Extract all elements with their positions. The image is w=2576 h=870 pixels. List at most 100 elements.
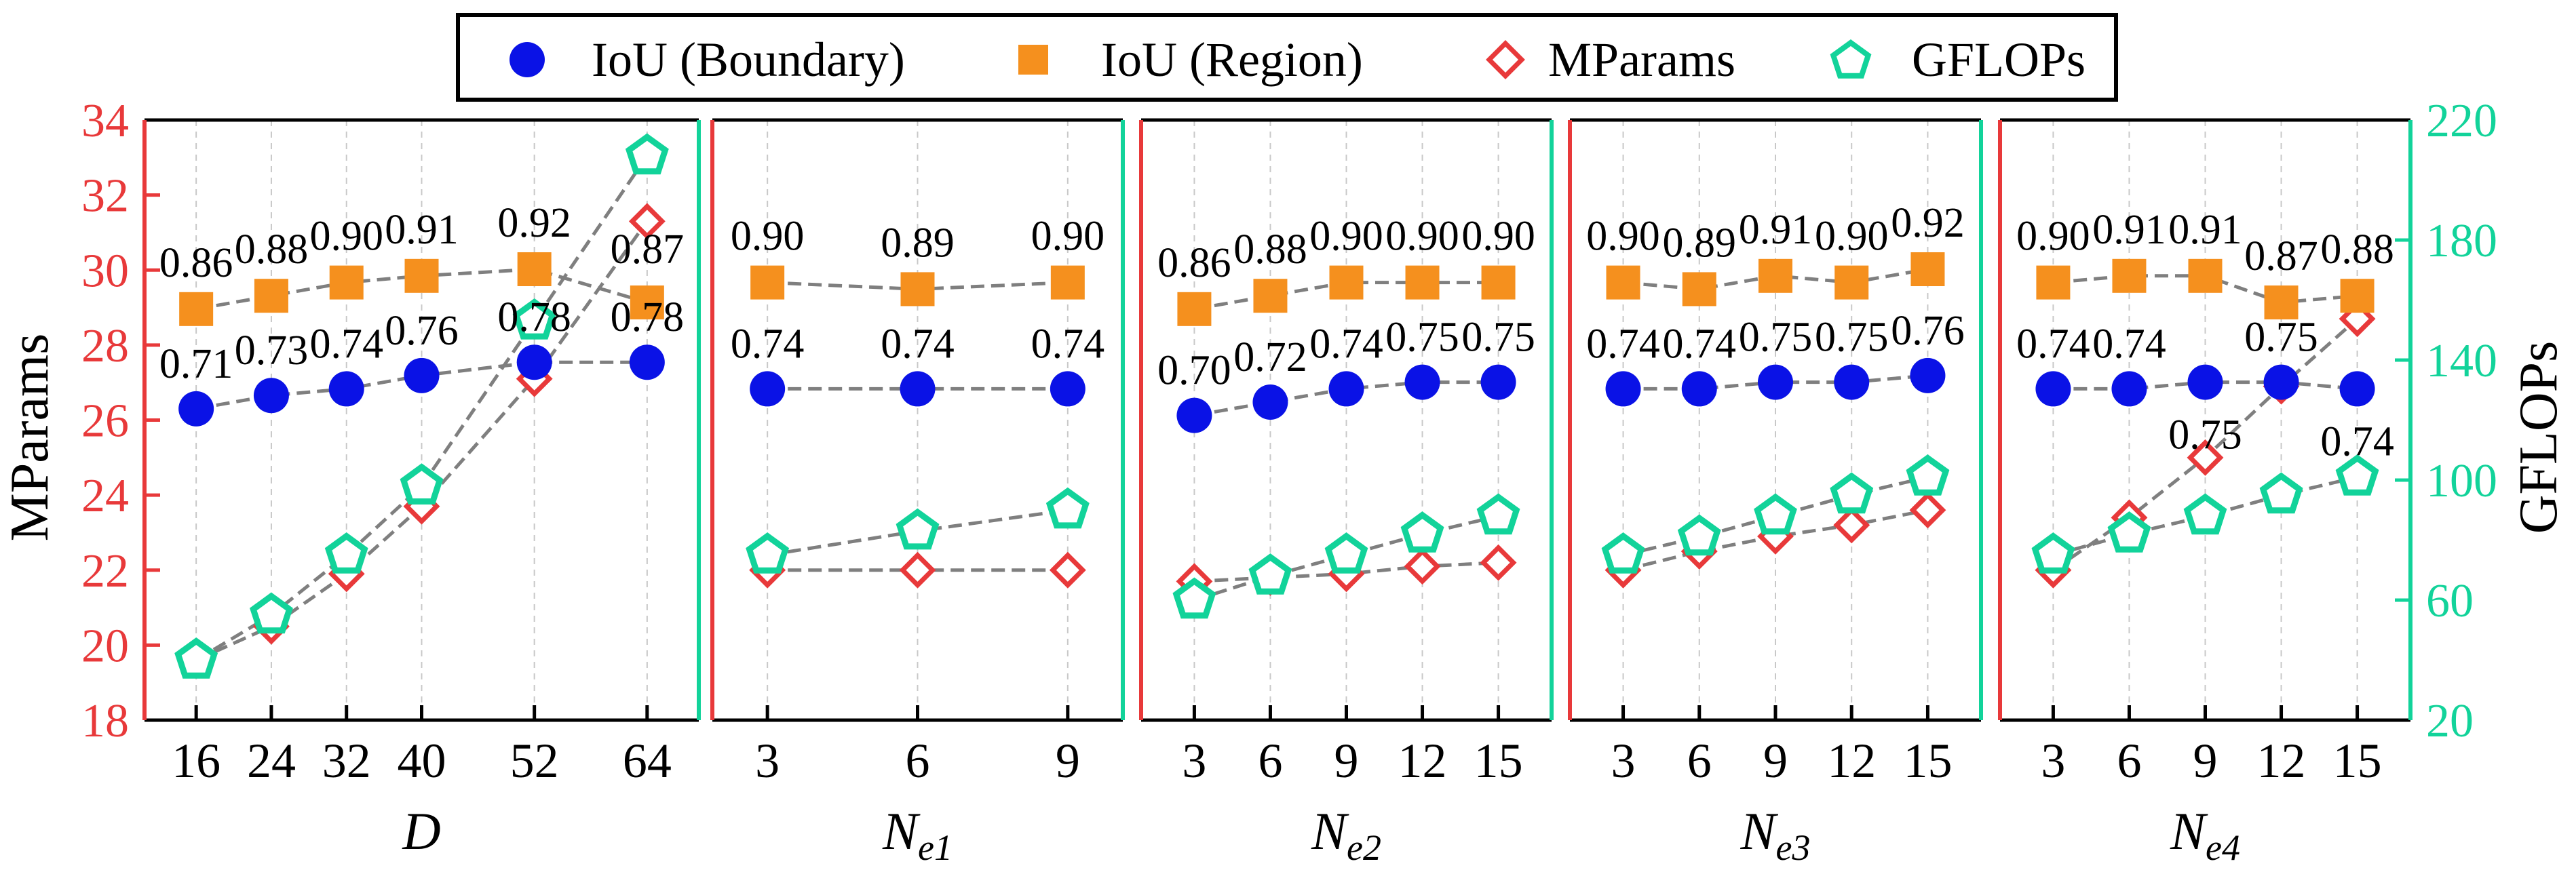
x-tick-label: 9 [2193, 734, 2218, 788]
x-tick-label: 9 [1334, 734, 1359, 788]
legend: IoU (Boundary) IoU (Region) MParams GFLO… [456, 13, 2118, 102]
gflops-point [1830, 472, 1874, 514]
iou-region-value-label: 0.88 [235, 226, 309, 273]
x-tick-label: 6 [1687, 734, 1712, 788]
iou-region-value-label: 0.91 [1739, 207, 1813, 253]
iou-region-point [1177, 292, 1212, 326]
iou-boundary-point [629, 344, 665, 380]
gflops-line [1623, 475, 1928, 557]
x-tick-label: 6 [906, 734, 930, 788]
iou-region-point [750, 265, 785, 300]
legend-gflops-marker [1830, 39, 1872, 79]
iou-region-point [2340, 279, 2375, 313]
x-tick-label: 24 [247, 734, 296, 788]
gflops-line [1193, 514, 1499, 602]
left-tick-label: 32 [81, 170, 129, 222]
iou-region-point [1834, 265, 1869, 300]
mparams-point [1833, 507, 1870, 544]
iou-region-value-label: 0.88 [2320, 226, 2394, 273]
left-tick-label: 20 [81, 620, 129, 672]
legend-gflops-label: GFLOPs [1912, 33, 2085, 87]
gflops-point [896, 508, 940, 550]
right-tick-label: 100 [2426, 455, 2497, 507]
right-axis-title: GFLOPs [2509, 341, 2569, 534]
iou-region-value-label: 0.90 [731, 214, 805, 260]
iou-boundary-value-label: 0.75 [2168, 412, 2242, 458]
right-tick-label: 60 [2426, 575, 2474, 627]
iou-boundary-point [750, 371, 786, 407]
gflops-point [2335, 454, 2379, 496]
iou-boundary-point [1328, 371, 1364, 407]
x-tick-label: 15 [1903, 734, 1952, 788]
mparams-point [1909, 492, 1946, 529]
iou-region-point [1481, 265, 1516, 300]
x-axis-label: Ne3 [1740, 802, 1811, 868]
x-tick-label: 3 [1611, 734, 1636, 788]
panel-Ne1: 3 6 9 Ne1 0.90 0.89 0.90 0.74 0.74 0.74 [710, 118, 1125, 868]
iou-region-point [1758, 258, 1792, 293]
x-tick-label: 9 [1763, 734, 1788, 788]
mparams-point [2187, 439, 2224, 476]
gflops-point [1400, 511, 1444, 553]
iou-region-value-label: 0.92 [1891, 200, 1965, 246]
left-tick-label: 26 [81, 395, 129, 448]
mparams-point [1049, 551, 1086, 589]
iou-boundary-point [1758, 364, 1793, 400]
x-tick-label: 12 [1827, 734, 1876, 788]
iou-boundary-value-label: 0.74 [1663, 321, 1737, 367]
iou-region-point [517, 252, 552, 287]
gflops-point [1906, 454, 1950, 496]
iou-region-point [1329, 265, 1364, 300]
mparams-point [899, 551, 936, 589]
iou-region-value-label: 0.90 [1815, 214, 1889, 260]
iou-region-value-label: 0.89 [1663, 220, 1737, 266]
x-tick-label: 40 [398, 734, 446, 788]
iou-region-point [404, 258, 439, 293]
iou-boundary-point [2339, 371, 2375, 407]
x-axis-label-sub: e3 [1776, 827, 1811, 868]
iou-region-point [1606, 265, 1640, 300]
x-axis-label-main: N [882, 802, 921, 861]
gflops-point [1601, 532, 1645, 574]
x-tick-label: 12 [2257, 734, 2306, 788]
x-tick-label: 3 [2041, 734, 2065, 788]
iou-boundary-value-label: 0.74 [2092, 321, 2166, 367]
iou-boundary-value-label: 0.76 [385, 308, 459, 354]
x-tick-label: 32 [322, 734, 371, 788]
x-tick-label: 16 [172, 734, 220, 788]
x-tick-label: 52 [510, 734, 559, 788]
iou-boundary-point [1605, 371, 1641, 407]
iou-boundary-point [1176, 397, 1212, 433]
gflops-point [1045, 487, 1090, 529]
iou-boundary-value-label: 0.74 [2320, 418, 2394, 464]
iou-region-point [1910, 252, 1945, 287]
iou-region-point [329, 265, 364, 300]
legend-iou-region-marker [1018, 45, 1048, 75]
iou-boundary-point [1252, 384, 1288, 420]
iou-region-value-label: 0.90 [1461, 214, 1535, 260]
iou-boundary-value-label: 0.74 [1586, 321, 1660, 367]
left-tick-label: 22 [81, 545, 129, 597]
iou-boundary-point [900, 371, 936, 407]
iou-boundary-point [2187, 364, 2223, 400]
iou-boundary-point [1050, 371, 1085, 407]
left-tick-label: 24 [81, 470, 129, 522]
gflops-point [1248, 553, 1292, 595]
left-tick-label: 30 [81, 245, 129, 297]
iou-boundary-point [2111, 371, 2147, 407]
gflops-point [2259, 472, 2303, 514]
iou-boundary-value-label: 0.71 [159, 341, 233, 387]
iou-region-value-label: 0.86 [159, 240, 233, 286]
iou-region-value-label: 0.86 [1157, 240, 1231, 286]
iou-region-point [630, 285, 664, 320]
gflops-point [2107, 511, 2151, 553]
x-tick-label: 15 [2333, 734, 2382, 788]
iou-region-value-label: 0.87 [611, 226, 685, 273]
x-tick-label: 3 [1182, 734, 1206, 788]
iou-boundary-point [1480, 364, 1516, 400]
gflops-point [746, 532, 790, 574]
right-tick-label: 140 [2426, 335, 2497, 387]
iou-boundary-point [516, 344, 552, 380]
